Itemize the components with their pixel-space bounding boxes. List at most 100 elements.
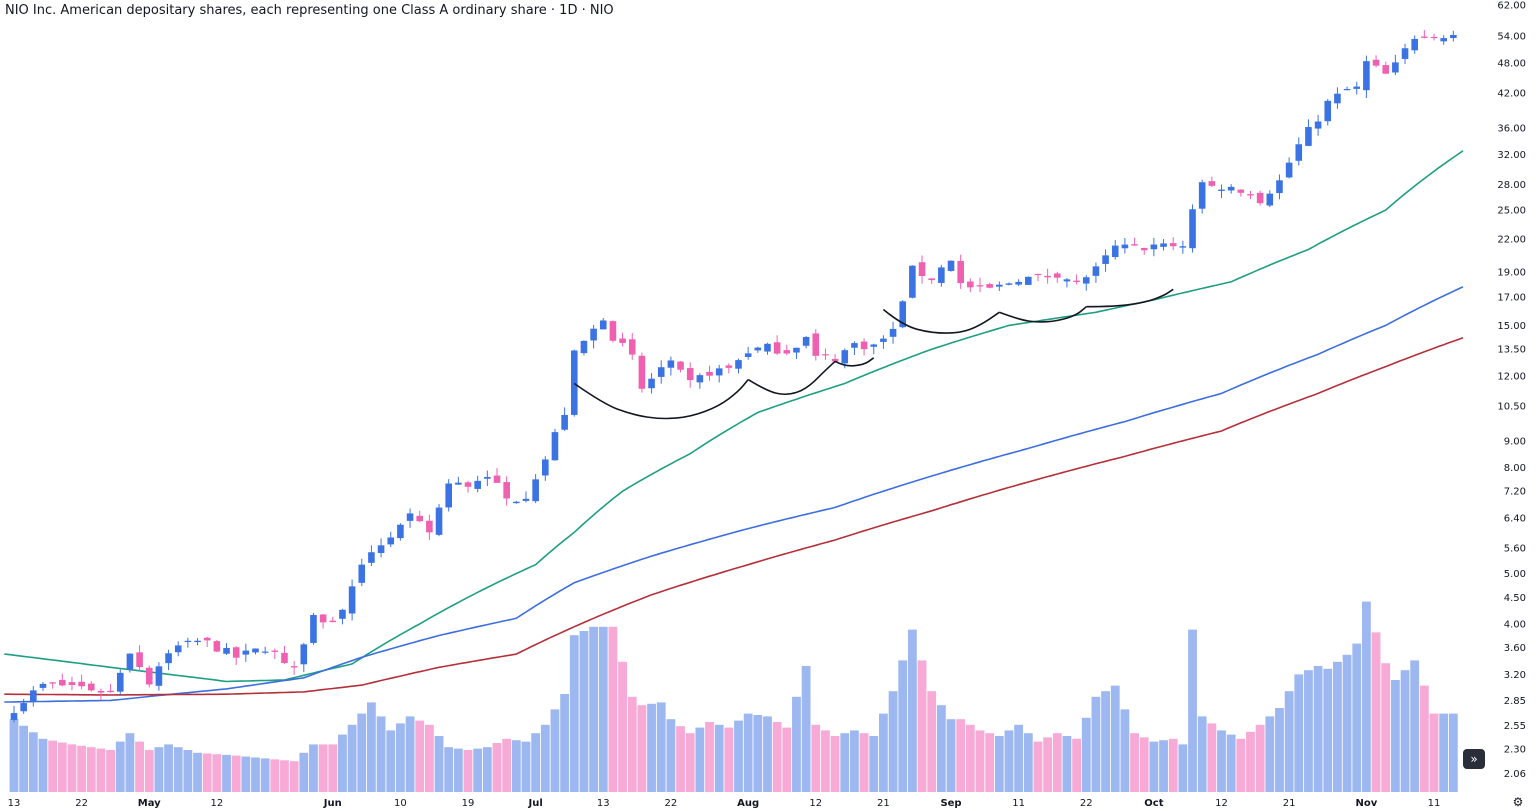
candle-body <box>1372 59 1380 66</box>
candle-body <box>348 586 356 614</box>
candle-body <box>20 703 27 712</box>
candle-body <box>773 342 781 354</box>
candle-body <box>686 368 694 381</box>
candle-body <box>1227 186 1235 191</box>
candle-body <box>310 614 317 643</box>
volume-bar <box>115 741 125 792</box>
candle-body <box>68 682 76 686</box>
volume-bar <box>48 740 58 792</box>
volume-bar <box>1284 691 1294 792</box>
volume-bar <box>144 750 154 792</box>
volume-bar <box>965 724 975 792</box>
price-tick-label: 2.30 <box>1504 744 1526 755</box>
time-tick-label: Sep <box>940 798 961 809</box>
volume-bar <box>1217 730 1226 792</box>
candle-body <box>116 672 124 692</box>
candle-body <box>10 713 18 720</box>
candle-body <box>416 515 424 522</box>
candle-body <box>1353 86 1361 89</box>
volume-bar <box>251 757 260 792</box>
double-chevron-right-icon: » <box>1470 752 1478 766</box>
volume-bar <box>241 756 251 792</box>
candle-body <box>1276 180 1283 194</box>
scroll-to-realtime-button[interactable]: » <box>1463 749 1485 769</box>
volume-bar <box>318 744 328 792</box>
volume-bar <box>927 691 937 792</box>
candle-body <box>300 644 308 665</box>
volume-bar <box>1159 740 1168 792</box>
gear-icon[interactable]: ⚙ <box>1512 795 1524 809</box>
candle-body <box>1382 65 1390 74</box>
candle-body <box>532 479 539 502</box>
volume-bar <box>1168 738 1178 792</box>
volume-bar <box>67 744 77 792</box>
candle-body <box>1034 273 1042 276</box>
candle-body <box>1401 48 1409 59</box>
price-tick-label: 15.00 <box>1497 321 1526 332</box>
price-axis: 62.00 54.00 48.00 42.00 36.00 32.00 28.00 25.00… <box>1497 1 1526 781</box>
time-tick-label: 19 <box>462 798 475 809</box>
candle-body <box>619 338 626 343</box>
candle-body <box>49 682 56 684</box>
candle-body <box>1053 273 1061 278</box>
candle-body <box>87 683 95 691</box>
time-tick-label: Jun <box>323 798 342 809</box>
candle-body <box>938 267 945 283</box>
volume-bar <box>405 716 415 792</box>
volume-bar <box>1246 731 1255 792</box>
volume-bar <box>511 740 521 792</box>
candle-body <box>1392 62 1399 73</box>
candle-body <box>358 564 366 583</box>
candle-body <box>1005 283 1013 285</box>
volume-bar <box>212 754 222 792</box>
price-tick-label: 7.20 <box>1504 487 1526 498</box>
volume-bar <box>579 631 589 792</box>
candle-body <box>426 520 433 533</box>
volume-bar <box>888 691 898 792</box>
volume-bar <box>792 696 801 792</box>
volume-bar <box>1004 730 1014 792</box>
candle-body <box>715 368 723 376</box>
volume-bar <box>1255 724 1265 792</box>
price-tick-label: 17.00 <box>1497 293 1526 304</box>
volume-bar <box>1033 741 1043 792</box>
volume-bar <box>1429 713 1439 792</box>
volume-bar <box>1400 670 1410 792</box>
candle-body <box>1121 244 1129 249</box>
candle-body <box>889 328 897 337</box>
time-tick-label: 21 <box>1283 798 1296 809</box>
candle-body <box>174 645 182 653</box>
price-tick-label: 2.55 <box>1504 721 1526 732</box>
candle-body <box>1063 279 1071 282</box>
price-tick-label: 48.00 <box>1497 58 1526 69</box>
volume-bar <box>328 744 338 792</box>
candle-body <box>1140 247 1148 251</box>
candle-body <box>870 344 878 347</box>
candle-body <box>580 340 588 354</box>
candle-body <box>783 350 791 354</box>
candle-body <box>30 690 37 702</box>
candle-body <box>1450 34 1457 39</box>
candle-body <box>503 482 510 499</box>
volume-bar <box>1023 733 1033 792</box>
volume-bar <box>1043 737 1053 792</box>
volume-bar <box>424 724 434 792</box>
candle-body <box>493 475 501 483</box>
candle-body <box>1334 93 1341 104</box>
candle-body <box>136 652 143 668</box>
candle-body <box>542 459 549 476</box>
volume-bar <box>1390 680 1400 792</box>
candle-body <box>39 683 47 688</box>
volume-bar <box>627 696 637 792</box>
time-tick-label: 11 <box>1428 798 1441 809</box>
volume-bar <box>357 713 367 792</box>
candle-body <box>657 367 665 377</box>
candle-body <box>551 432 559 461</box>
candle-body <box>261 651 269 653</box>
candle-body <box>1247 194 1254 196</box>
time-tick-label: 12 <box>1215 798 1228 809</box>
candle-body <box>1150 244 1158 250</box>
candle-body <box>1208 181 1216 186</box>
volume-bar <box>202 753 212 792</box>
